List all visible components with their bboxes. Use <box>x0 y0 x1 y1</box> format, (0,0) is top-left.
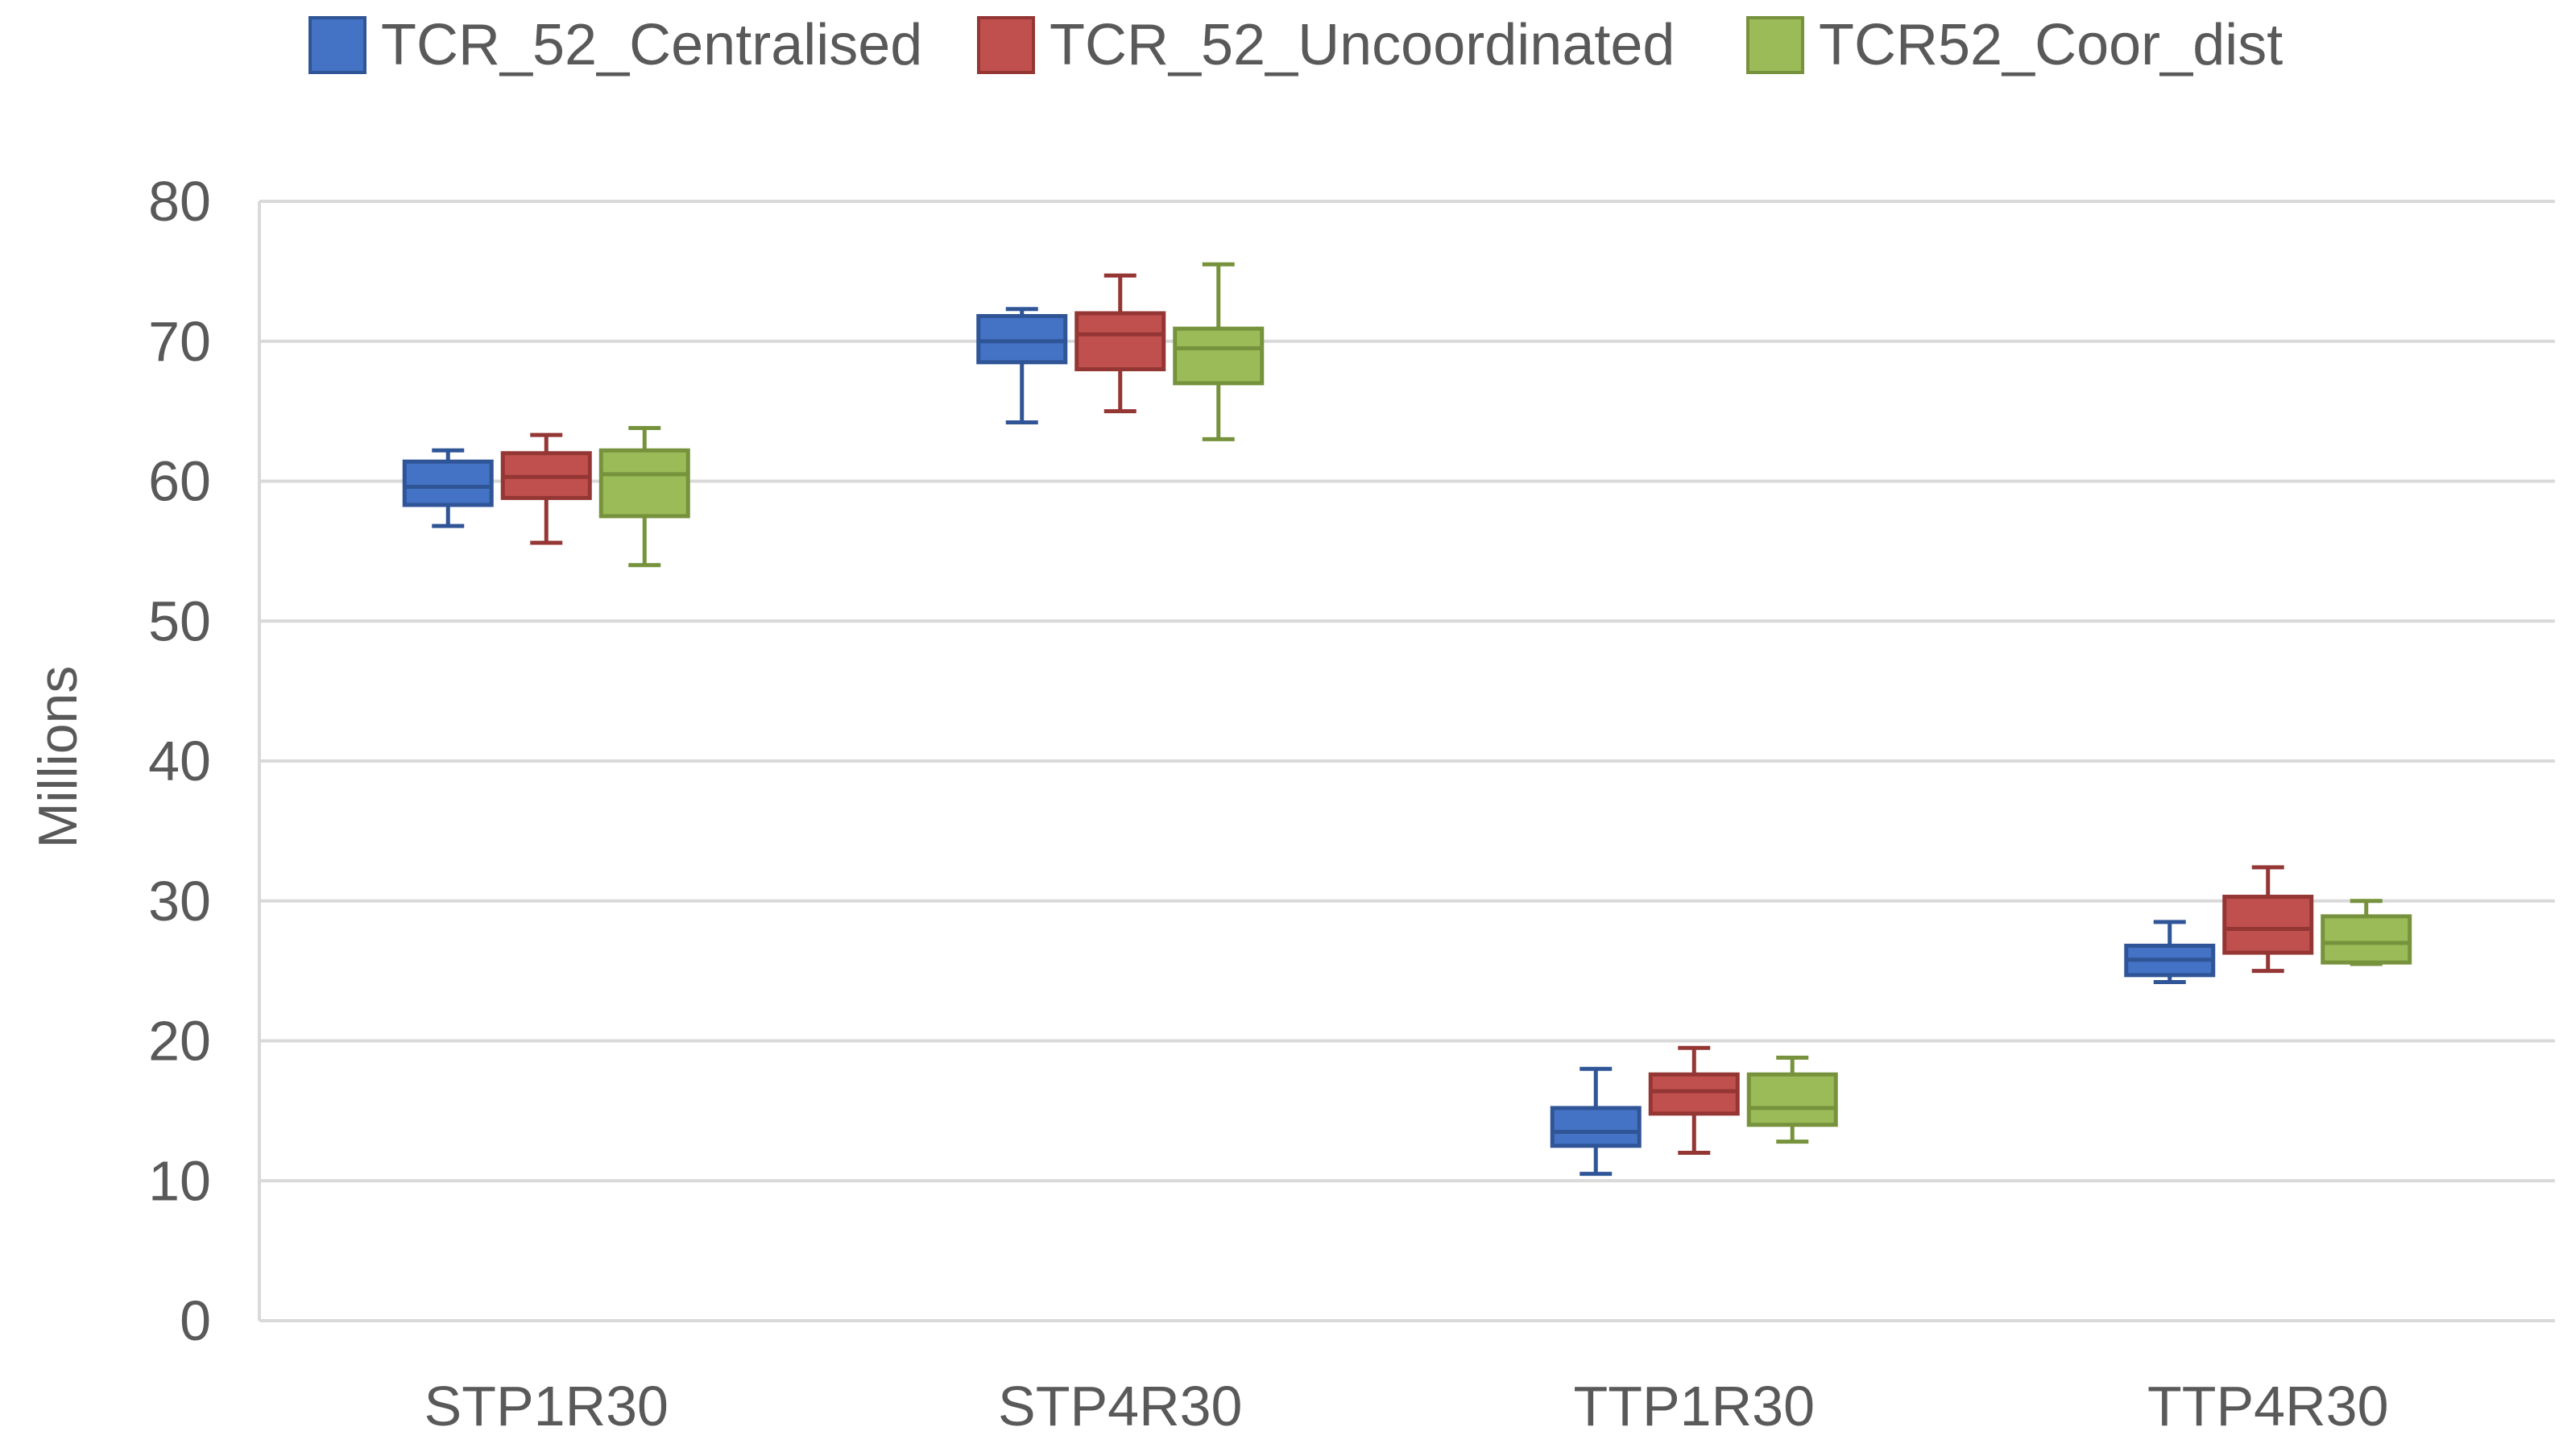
box-TCR52_Coor_dist-TTP4R30 <box>2321 899 2412 966</box>
y-tick-label: 70 <box>148 310 211 373</box>
legend-swatch <box>977 16 1035 74</box>
box-iqr <box>2321 914 2412 965</box>
legend-label: TCR_52_Uncoordinated <box>1050 13 1675 77</box>
box-iqr <box>1746 1072 1838 1127</box>
x-tick-label: TTP1R30 <box>1573 1375 1815 1437</box>
box-iqr <box>402 459 494 507</box>
box-iqr <box>1648 1072 1740 1116</box>
box-TCR_52_Centralised-STP1R30 <box>402 448 494 528</box>
y-tick-label: 50 <box>148 589 211 652</box>
legend-item: TCR_52_Uncoordinated <box>977 13 1675 77</box>
box-iqr <box>2222 895 2314 955</box>
box-TCR52_Coor_dist-TTP1R30 <box>1746 1055 1838 1144</box>
y-tick-label: 20 <box>148 1010 211 1073</box>
box-TCR_52_Uncoordinated-TTP4R30 <box>2222 865 2314 974</box>
legend-item: TCR52_Coor_dist <box>1746 13 2283 77</box>
legend-label: TCR_52_Centralised <box>381 13 922 77</box>
y-tick-label: 0 <box>180 1289 211 1352</box>
x-tick-label: TTP4R30 <box>2147 1375 2389 1437</box>
box-TCR52_Coor_dist-STP1R30 <box>598 425 690 568</box>
legend-swatch <box>308 16 366 74</box>
axes: 0 10 20 30 40 50 60 70 80 STP1R30 STP4R30 TTP1R30 TT… <box>148 170 2388 1437</box>
box-TCR_52_Centralised-TTP4R30 <box>2124 920 2216 985</box>
legend-swatch <box>1746 16 1804 74</box>
y-tick-label: 30 <box>148 870 211 933</box>
box-TCR_52_Centralised-STP4R30 <box>976 307 1068 425</box>
box-TCR_52_Uncoordinated-TTP1R30 <box>1648 1045 1740 1155</box>
box-TCR_52_Uncoordinated-STP4R30 <box>1074 273 1166 414</box>
legend-item: TCR_52_Centralised <box>308 13 922 77</box>
y-axis-label: Millions <box>27 666 89 849</box>
box-iqr <box>1173 326 1265 386</box>
boxes <box>402 262 2412 1177</box>
gridlines <box>259 200 2555 1322</box>
y-tick-label: 40 <box>148 730 211 792</box>
y-tick-label: 60 <box>148 450 211 513</box>
box-iqr <box>598 448 690 519</box>
legend-label: TCR52_Coor_dist <box>1819 13 2283 77</box>
box-iqr <box>1074 311 1166 371</box>
box-TCR_52_Uncoordinated-STP1R30 <box>500 432 592 545</box>
y-tick-label: 80 <box>148 170 211 233</box>
box-TCR_52_Centralised-TTP1R30 <box>1550 1066 1642 1177</box>
box-TCR52_Coor_dist-STP4R30 <box>1173 262 1265 441</box>
box-iqr <box>1550 1106 1642 1148</box>
x-tick-label: STP1R30 <box>424 1375 669 1437</box>
x-tick-label: STP4R30 <box>998 1375 1242 1437</box>
y-tick-label: 10 <box>148 1149 211 1212</box>
legend: TCR_52_Centralised TCR_52_Uncoordinated TC… <box>308 13 2283 77</box>
box-iqr <box>976 313 1068 365</box>
